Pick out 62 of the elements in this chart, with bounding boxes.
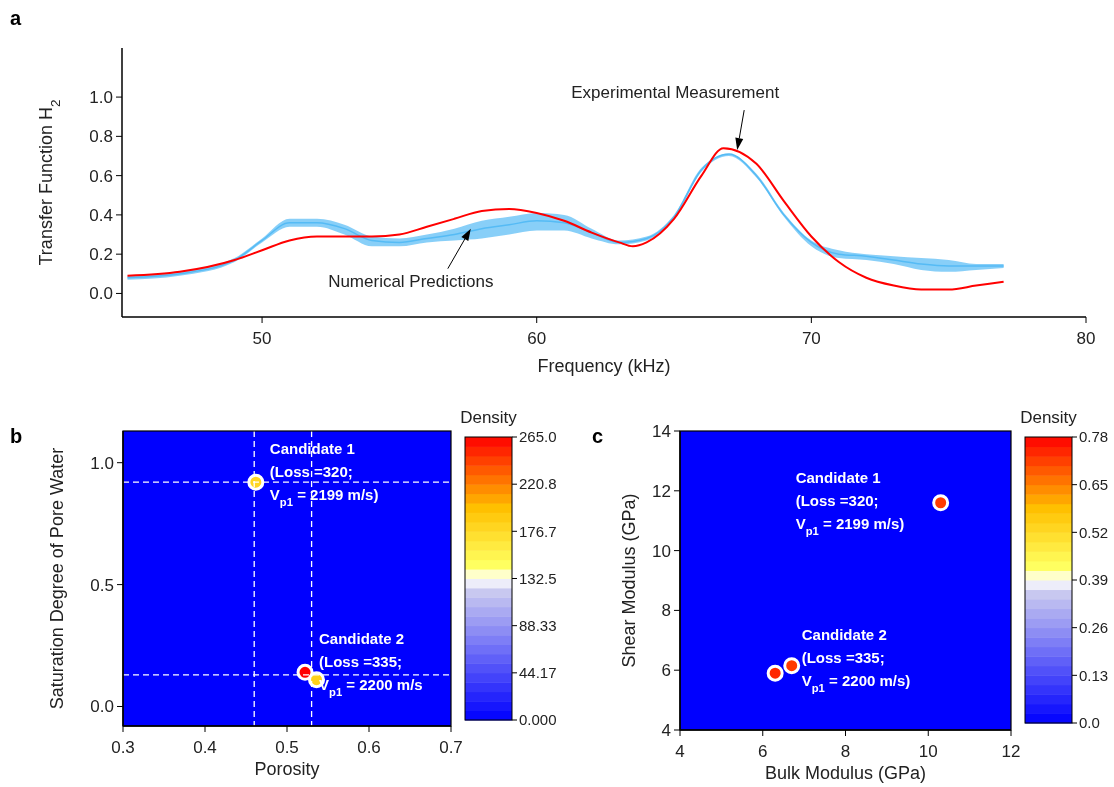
y-tick-label: 1.0 <box>89 88 113 108</box>
x-axis-title: Frequency (kHz) <box>537 356 671 376</box>
y-tick-label: 12 <box>652 481 671 501</box>
annotation: Experimental Measurement <box>571 83 780 103</box>
color-bar-label: 132.5 <box>519 569 557 587</box>
y-tick-label: 0.2 <box>89 245 113 265</box>
y-tick-label: 6 <box>661 661 671 681</box>
color-bar-label: 176.7 <box>519 522 557 540</box>
color-bar-title: Density <box>460 408 518 427</box>
x-tick-label: 0.6 <box>357 738 381 757</box>
annotation: Candidate 1 (Loss =320; V$_{p1}$ = 2199 m/s) <box>269 440 379 509</box>
y-tick-label: 0.4 <box>89 205 113 225</box>
chart-title: b <box>10 425 23 447</box>
y-tick-label: 0.0 <box>89 284 113 304</box>
y-tick-label: 0.5 <box>90 575 114 595</box>
point <box>783 657 801 675</box>
annotation: Numerical Predictions <box>328 271 494 291</box>
y-tick-label: 1.0 <box>90 453 114 473</box>
x-tick-label: 60 <box>527 329 547 348</box>
x-tick-label: 10 <box>918 742 938 761</box>
color-bar-label: 0.65 <box>1079 475 1109 493</box>
y-tick-label: 10 <box>652 541 671 561</box>
x-axis-title: Bulk Modulus (GPa) <box>764 763 927 783</box>
y-tick-label: 14 <box>652 421 671 441</box>
x-tick-label: 0.4 <box>193 738 217 757</box>
color-bar-label: 88.33 <box>519 616 557 634</box>
point <box>766 664 784 682</box>
chart-title: c <box>592 425 604 447</box>
color-bar-label: 44.17 <box>519 664 557 682</box>
y-tick-label: 0.8 <box>89 127 113 147</box>
x-tick-label: 0.3 <box>111 738 135 757</box>
x-axis-title: Porosity <box>254 759 320 779</box>
y-tick-label: 0.6 <box>89 166 113 186</box>
x-tick-label: 4 <box>675 742 685 761</box>
chart-title: a <box>10 7 22 29</box>
x-tick-label: 12 <box>1001 742 1021 761</box>
annotation: Candidate 1 (Loss =320; V$_{p1}$ = 2199 m/s) <box>795 468 905 537</box>
color-bar-label: 265.0 <box>519 428 557 446</box>
point <box>247 473 265 491</box>
x-tick-label: 0.5 <box>275 738 299 757</box>
y-tick-label: 4 <box>661 720 671 740</box>
color-bar-label: 0.78 <box>1079 428 1109 446</box>
y-tick-label: 0.0 <box>90 697 114 717</box>
y-axis-title: Saturation Degree of Pore Water <box>47 447 67 710</box>
x-tick-label: 70 <box>801 329 821 348</box>
x-tick-label: 0.7 <box>439 738 463 757</box>
point <box>932 494 950 512</box>
y-axis-title: Shear Modulus (GPa) <box>619 493 639 668</box>
color-bar-label: 0.39 <box>1079 571 1109 589</box>
annotation: Candidate 2 (Loss =335; V$_{p1}$ = 2200 m/s) <box>801 625 911 694</box>
x-tick-label: 6 <box>758 742 768 761</box>
x-tick-label: 50 <box>252 329 272 348</box>
x-tick-label: 80 <box>1076 329 1096 348</box>
color-bar-label: 0.13 <box>1079 666 1109 684</box>
y-tick-label: 8 <box>661 601 671 621</box>
color-bar-label: 220.8 <box>519 475 557 493</box>
x-tick-label: 8 <box>840 742 851 761</box>
color-bar-title: Density <box>1020 408 1078 427</box>
color-bar-label: 0.26 <box>1079 618 1109 636</box>
color-bar-label: 0.52 <box>1079 523 1109 541</box>
color-bar-label: 0.0 <box>1079 714 1100 732</box>
color-bar-label: 0.000 <box>519 711 557 729</box>
